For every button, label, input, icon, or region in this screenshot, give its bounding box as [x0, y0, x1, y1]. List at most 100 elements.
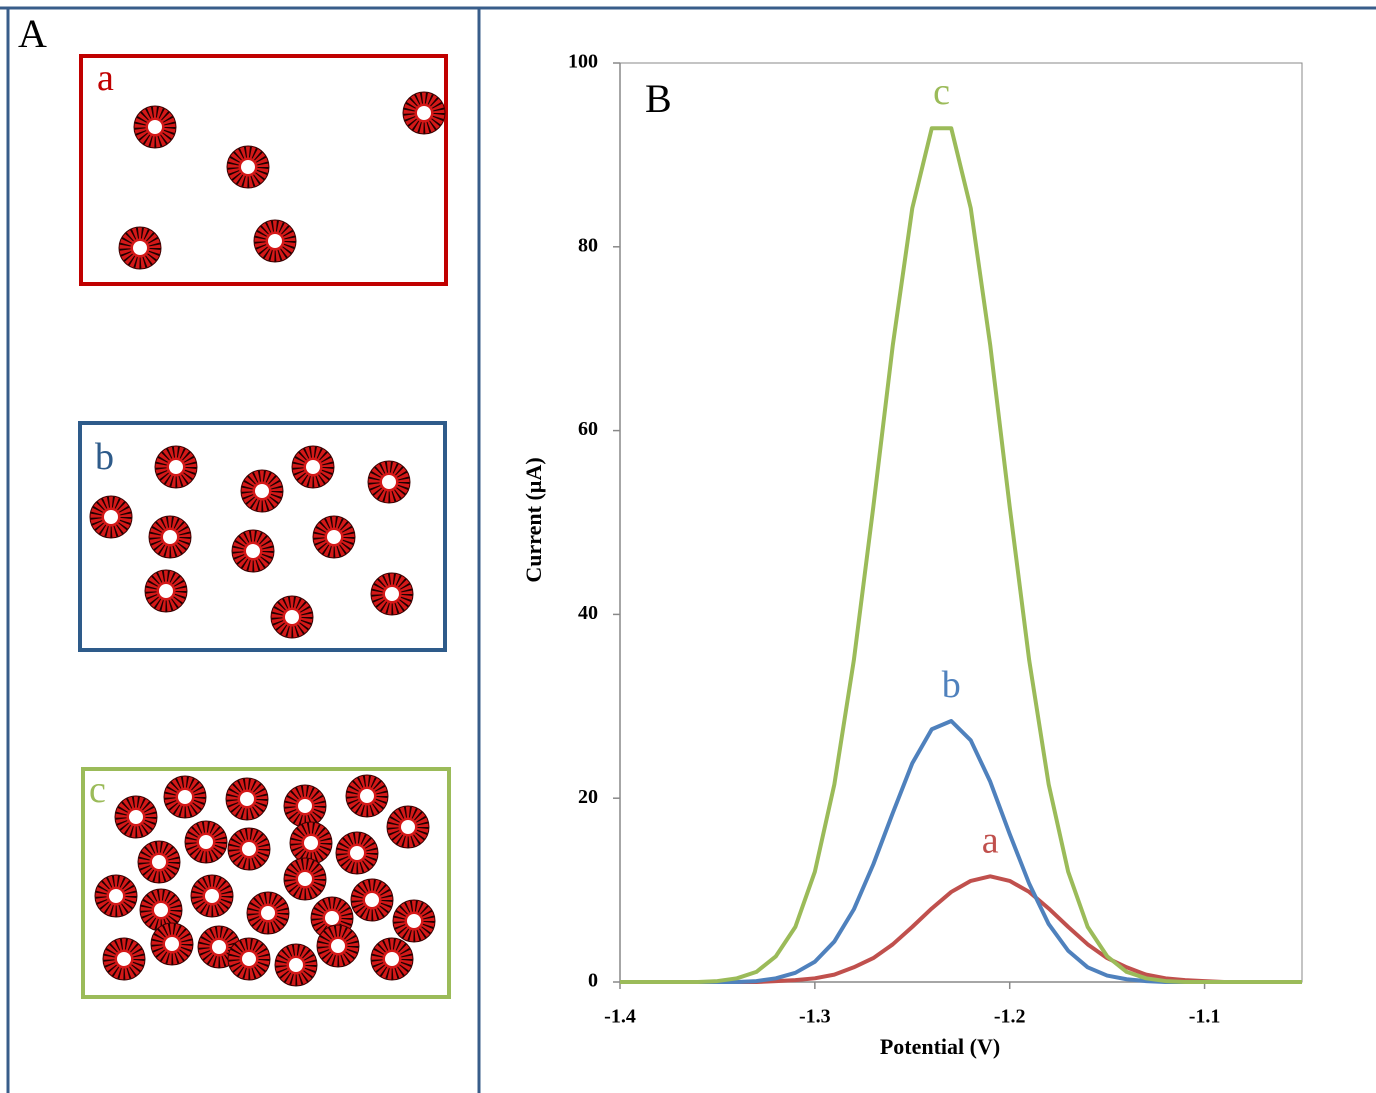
- particle: [148, 515, 192, 559]
- particle: [150, 922, 194, 966]
- particle-core: [289, 958, 303, 972]
- box-label: c: [89, 769, 106, 811]
- particle-hatch: [228, 828, 270, 870]
- particle-hatch: [247, 892, 289, 934]
- particle: [291, 445, 335, 489]
- box-c: [81, 767, 451, 999]
- particle-core: [331, 939, 345, 953]
- x-tick-label: -1.1: [1189, 1006, 1221, 1028]
- particle: [402, 91, 446, 135]
- particle: [370, 937, 414, 981]
- particle: [367, 460, 411, 504]
- particle-hatch: [191, 875, 233, 917]
- particle-core: [385, 587, 399, 601]
- y-tick-label: 20: [578, 786, 598, 808]
- particle-hatch: [155, 446, 197, 488]
- particle-hatch: [115, 796, 157, 838]
- particle-core: [242, 952, 256, 966]
- particle: [316, 924, 360, 968]
- particle-hatch: [313, 516, 355, 558]
- particle-hatch: [290, 822, 332, 864]
- particle-core: [205, 889, 219, 903]
- particle-core: [109, 889, 123, 903]
- particle: [118, 226, 162, 270]
- particle-core: [241, 160, 255, 174]
- line-series: [620, 719, 1302, 984]
- particle-core: [163, 530, 177, 544]
- particle-hatch: [336, 832, 378, 874]
- frame: [0, 6, 1376, 1093]
- line-series: [620, 874, 1302, 984]
- box-label: a: [97, 57, 114, 99]
- particle-core: [159, 584, 173, 598]
- particle-hatch: [292, 446, 334, 488]
- particle-core: [240, 792, 254, 806]
- particle-core: [165, 937, 179, 951]
- particle: [114, 795, 158, 839]
- y-tick-label: 0: [588, 970, 598, 992]
- y-tick-label: 100: [568, 51, 598, 73]
- box-a: [79, 54, 448, 286]
- particle-hatch: [140, 889, 182, 931]
- particle-hatch: [90, 496, 132, 538]
- particle: [350, 878, 394, 922]
- x-tick-label: -1.3: [799, 1006, 831, 1028]
- particle-hatch: [284, 785, 326, 827]
- particles: [89, 91, 446, 987]
- particle-hatch: [228, 938, 270, 980]
- box-b: [78, 421, 447, 652]
- plot: 0 20 40 60 80 100 -1.4 -1.3 -1.2 -1.1 a b c: [568, 51, 1302, 1028]
- y-tick-label: 40: [578, 602, 598, 624]
- particle: [184, 820, 228, 864]
- particle-hatch: [164, 776, 206, 818]
- particle: [246, 891, 290, 935]
- particle: [335, 831, 379, 875]
- particle-core: [178, 790, 192, 804]
- particle-core: [407, 914, 421, 928]
- particle-hatch: [227, 146, 269, 188]
- particle-core: [401, 820, 415, 834]
- particle-hatch: [95, 875, 137, 917]
- particle-core: [325, 911, 339, 925]
- particle-core: [133, 241, 147, 255]
- particle: [370, 572, 414, 616]
- line-series: [620, 126, 1302, 984]
- particle: [89, 495, 133, 539]
- particle-core: [268, 234, 282, 248]
- x-tick-label: -1.4: [604, 1006, 636, 1028]
- particle-core: [327, 530, 341, 544]
- particle-hatch: [371, 938, 413, 980]
- particle: [139, 888, 183, 932]
- particle-hatch: [346, 775, 388, 817]
- particle: [144, 569, 188, 613]
- particle-hatch: [271, 596, 313, 638]
- particle: [163, 775, 207, 819]
- particle-core: [382, 475, 396, 489]
- particle-core: [199, 835, 213, 849]
- series-label: a: [982, 819, 999, 861]
- particle: [231, 529, 275, 573]
- particle: [190, 874, 234, 918]
- particle: [227, 937, 271, 981]
- particle-core: [304, 836, 318, 850]
- particle: [102, 937, 146, 981]
- particle-hatch: [145, 570, 187, 612]
- particle-hatch: [226, 778, 268, 820]
- particle-hatch: [241, 470, 283, 512]
- particle-hatch: [149, 516, 191, 558]
- particle-core: [169, 460, 183, 474]
- particle-core: [129, 810, 143, 824]
- particle-core: [104, 510, 118, 524]
- box-label: b: [95, 436, 114, 478]
- series-label: c: [933, 71, 950, 113]
- particle-core: [350, 846, 364, 860]
- particle-hatch: [138, 841, 180, 883]
- particle-hatch: [371, 573, 413, 615]
- particle-hatch: [275, 944, 317, 986]
- particle-hatch: [317, 925, 359, 967]
- particle-core: [246, 544, 260, 558]
- y-axis-label: Current (µA): [521, 457, 546, 582]
- plot-area: [619, 62, 1303, 983]
- particle-hatch: [103, 938, 145, 980]
